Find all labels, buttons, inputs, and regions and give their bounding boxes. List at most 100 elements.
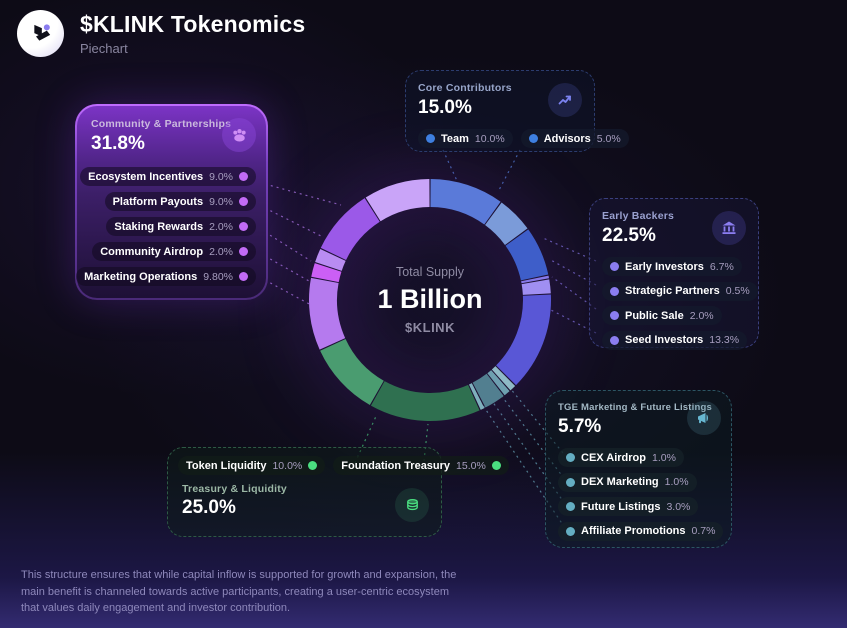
donut-segment-public-sale[interactable] xyxy=(521,279,551,295)
legend-dot xyxy=(308,461,318,470)
legend-dot xyxy=(528,134,538,143)
legend-item-team[interactable]: Team 10.0% xyxy=(418,129,513,148)
legend-dot xyxy=(426,134,435,143)
donut-segment-team[interactable] xyxy=(430,179,501,225)
card-percent: 22.5% xyxy=(602,225,656,246)
legend-value: 5.0% xyxy=(596,132,621,145)
legend-item-dex-marketing[interactable]: DEX Marketing 1.0% xyxy=(558,472,697,492)
legend-value: 13.3% xyxy=(709,334,740,346)
donut-segment-ecosystem-incentives[interactable] xyxy=(365,179,430,222)
legend-value: 10.0% xyxy=(272,459,303,472)
legend-value: 2.0% xyxy=(209,220,233,233)
legend-value: 0.7% xyxy=(691,525,716,537)
legend-value: 0.5% xyxy=(725,285,750,297)
legend-label: Advisors xyxy=(543,132,591,145)
donut-segment-dex-marketing[interactable] xyxy=(487,370,510,396)
legend-label: Seed Investors xyxy=(625,334,704,346)
legend-label: Token Liquidity xyxy=(186,459,267,472)
legend-dot xyxy=(610,311,619,320)
footer-note: This structure ensures that while capita… xyxy=(21,569,457,614)
legend-dot xyxy=(566,526,575,536)
card-title: TGE Marketing & Future Listings xyxy=(558,402,712,413)
donut-segment-early-investors[interactable] xyxy=(505,229,549,281)
legend-item-affiliate-promotions[interactable]: Affiliate Promotions 0.7% xyxy=(558,521,724,541)
donut-segment-token-liquidity[interactable] xyxy=(320,338,384,405)
donut-segment-seed-investors[interactable] xyxy=(496,294,552,386)
legend-dot xyxy=(566,453,575,462)
legend-label: Marketing Operations xyxy=(84,270,198,283)
donut-segment-advisors[interactable] xyxy=(485,202,528,245)
card-early-backers: Early Backers 22.5% Early Investors 6.7% … xyxy=(589,198,759,350)
legend-item-cex-airdrop[interactable]: CEX Airdrop 1.0% xyxy=(558,448,684,467)
donut-segment-future-listings[interactable] xyxy=(472,373,504,408)
legend-label: Strategic Partners xyxy=(625,285,720,297)
card-percent: 15.0% xyxy=(418,97,472,118)
legend-value: 15.0% xyxy=(456,459,486,472)
klink-logo xyxy=(17,10,64,57)
legend-item-public-sale[interactable]: Public Sale 2.0% xyxy=(602,306,722,325)
card-percent: 25.0% xyxy=(182,497,236,518)
legend-label: DEX Marketing xyxy=(581,476,659,488)
legend-value: 1.0% xyxy=(664,476,689,488)
legend-value: 9.0% xyxy=(209,170,233,183)
legend-item-advisors[interactable]: Advisors 5.0% xyxy=(520,129,629,148)
donut-segment-affiliate-promotions[interactable] xyxy=(468,383,485,410)
legend-dot xyxy=(610,262,619,271)
legend-item-platform-payouts[interactable]: Platform Payouts 9.0% xyxy=(104,192,256,211)
legend-dot xyxy=(239,222,248,231)
legend-label: Foundation Treasury xyxy=(341,459,451,472)
legend-label: Team xyxy=(441,132,469,145)
bank-icon xyxy=(712,211,746,245)
legend-label: CEX Airdrop xyxy=(581,451,646,464)
donut-segment-marketing-operations[interactable] xyxy=(308,277,346,350)
card-community-partnerships: Community & Partnerships 31.8% Ecosystem… xyxy=(75,104,268,300)
legend-label: Ecosystem Incentives xyxy=(88,170,204,183)
legend-dot xyxy=(610,286,619,296)
legend-item-future-listings[interactable]: Future Listings 3.0% xyxy=(558,497,699,516)
legend-dot xyxy=(239,197,248,206)
legend-item-token-liquidity[interactable]: Token Liquidity 10.0% xyxy=(178,456,326,475)
megaphone-icon xyxy=(687,401,721,435)
card-tge-marketing: TGE Marketing & Future Listings 5.7% CEX… xyxy=(545,390,732,548)
card-percent: 31.8% xyxy=(91,133,145,154)
legend-item-foundation-treasury[interactable]: Foundation Treasury 15.0% xyxy=(333,456,509,475)
legend-value: 10.0% xyxy=(474,132,505,145)
legend-dot xyxy=(491,461,501,470)
card-core-contributors: Core Contributors 15.0% Team 10.0% Adviso… xyxy=(405,70,629,152)
donut-chart[interactable]: Total Supply 1 Billion $KLINK xyxy=(307,177,553,423)
donut-segment-cex-airdrop[interactable] xyxy=(491,366,516,391)
legend-dot xyxy=(566,502,575,511)
users-icon xyxy=(222,118,256,152)
donut-segment-staking-rewards[interactable] xyxy=(315,249,346,271)
legend-item-early-investors[interactable]: Early Investors 6.7% xyxy=(602,257,742,276)
legend-item-seed-investors[interactable]: Seed Investors 13.3% xyxy=(602,330,748,350)
legend-item-staking-rewards[interactable]: Staking Rewards 2.0% xyxy=(106,217,256,236)
legend-dot xyxy=(239,247,248,256)
legend-label: Platform Payouts xyxy=(112,195,204,208)
legend-value: 6.7% xyxy=(709,260,734,273)
legend-dot xyxy=(566,477,575,487)
card-treasury-liquidity: Token Liquidity 10.0% Foundation Treasury… xyxy=(167,447,509,537)
legend-value: 9.80% xyxy=(203,270,233,283)
legend-item-marketing-operations[interactable]: Marketing Operations 9.80% xyxy=(76,267,256,286)
page-header: $KLINK Tokenomics Piechart xyxy=(17,10,305,57)
donut-segment-foundation-treasury[interactable] xyxy=(370,381,480,421)
donut-segment-community-airdrop[interactable] xyxy=(311,263,342,283)
legend-value: 9.0% xyxy=(209,195,233,208)
legend-dot xyxy=(610,335,619,345)
legend-item-strategic-partners[interactable]: Strategic Partners 0.5% xyxy=(602,281,758,301)
trend-up-icon xyxy=(548,83,582,117)
donut-segment-strategic-partners[interactable] xyxy=(521,275,550,284)
card-title: Treasury & Liquidity xyxy=(182,483,287,495)
donut-segment-platform-payouts[interactable] xyxy=(320,198,380,260)
page-title: $KLINK Tokenomics xyxy=(80,11,306,37)
legend-label: Public Sale xyxy=(625,309,684,322)
legend-item-community-airdrop[interactable]: Community Airdrop 2.0% xyxy=(92,242,256,261)
legend-dot xyxy=(239,272,248,281)
coins-icon xyxy=(395,488,429,522)
legend-label: Community Airdrop xyxy=(100,245,204,258)
legend-item-ecosystem-incentives[interactable]: Ecosystem Incentives 9.0% xyxy=(80,167,256,186)
legend-value: 2.0% xyxy=(689,309,714,322)
legend-label: Affiliate Promotions xyxy=(581,525,686,537)
